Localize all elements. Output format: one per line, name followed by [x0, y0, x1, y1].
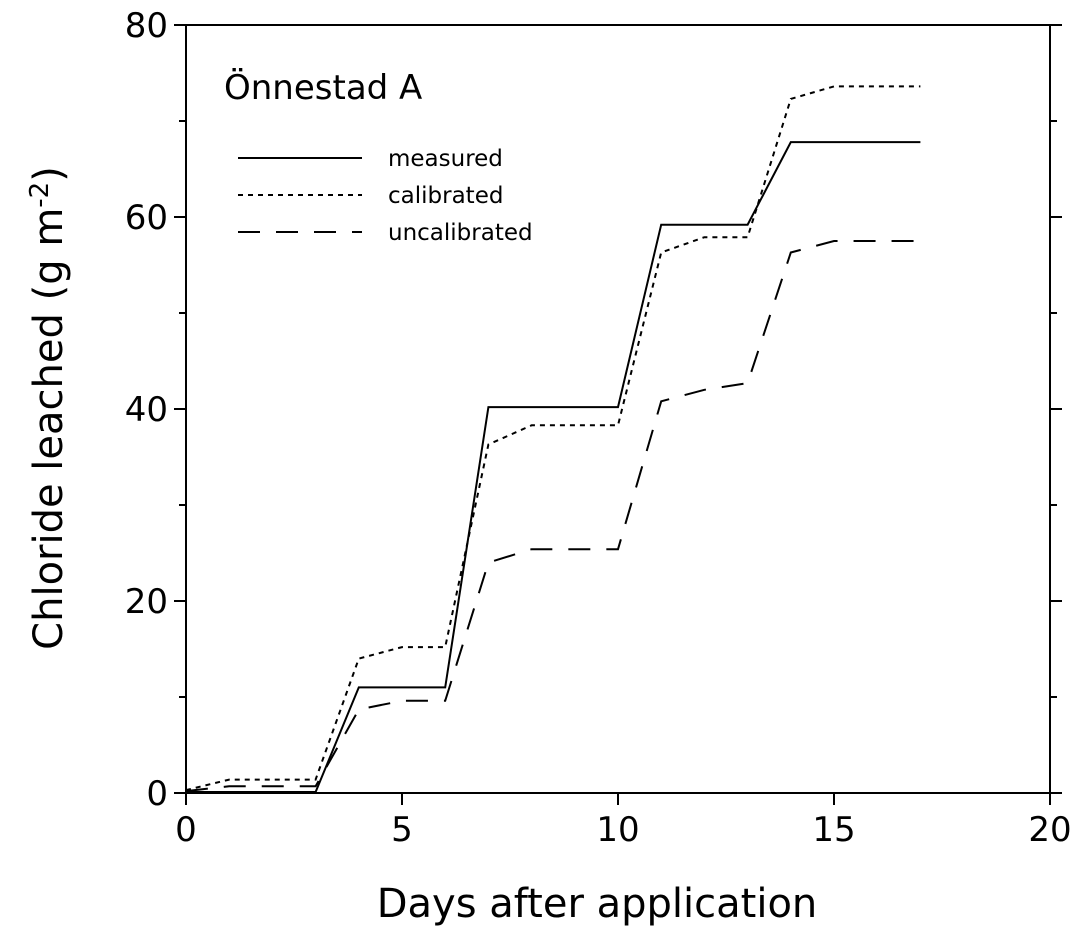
series-line-uncalibrated — [185, 240, 921, 793]
plot-frame — [185, 24, 1051, 794]
y-axis-ticks: 0 20 40 60 80 — [125, 6, 1062, 814]
x-tick-label: 15 — [812, 810, 855, 850]
x-axis-ticks: 0 5 10 15 20 — [175, 793, 1072, 850]
y-tick-label: 80 — [125, 6, 168, 46]
x-tick-label: 0 — [175, 810, 197, 850]
series-line-calibrated — [185, 85, 921, 792]
y-tick-label: 60 — [125, 198, 168, 238]
legend-label-uncalibrated: uncalibrated — [388, 220, 533, 246]
y-tick-label: 0 — [146, 774, 168, 814]
y-axis-title-close: ) — [26, 166, 72, 182]
x-tick-label: 5 — [391, 810, 413, 850]
x-axis-title: Days after application — [377, 881, 818, 927]
x-tick-label: 10 — [596, 810, 639, 850]
legend-label-calibrated: calibrated — [388, 183, 503, 209]
y-tick-label: 40 — [125, 390, 168, 430]
x-tick-label: 20 — [1028, 810, 1071, 850]
series-line-measured — [186, 141, 921, 793]
panel-title: Önnestad A — [224, 67, 422, 108]
y-tick-label: 20 — [125, 582, 168, 622]
y-axis-title-main: Chloride leached (g m — [26, 208, 72, 650]
y-axis-title-superscript: -2 — [25, 182, 55, 208]
y-axis-title: Chloride leached (g m-2) — [25, 166, 72, 650]
series-lines — [185, 85, 921, 793]
legend: measured calibrated uncalibrated — [238, 146, 533, 246]
legend-label-measured: measured — [388, 146, 503, 172]
